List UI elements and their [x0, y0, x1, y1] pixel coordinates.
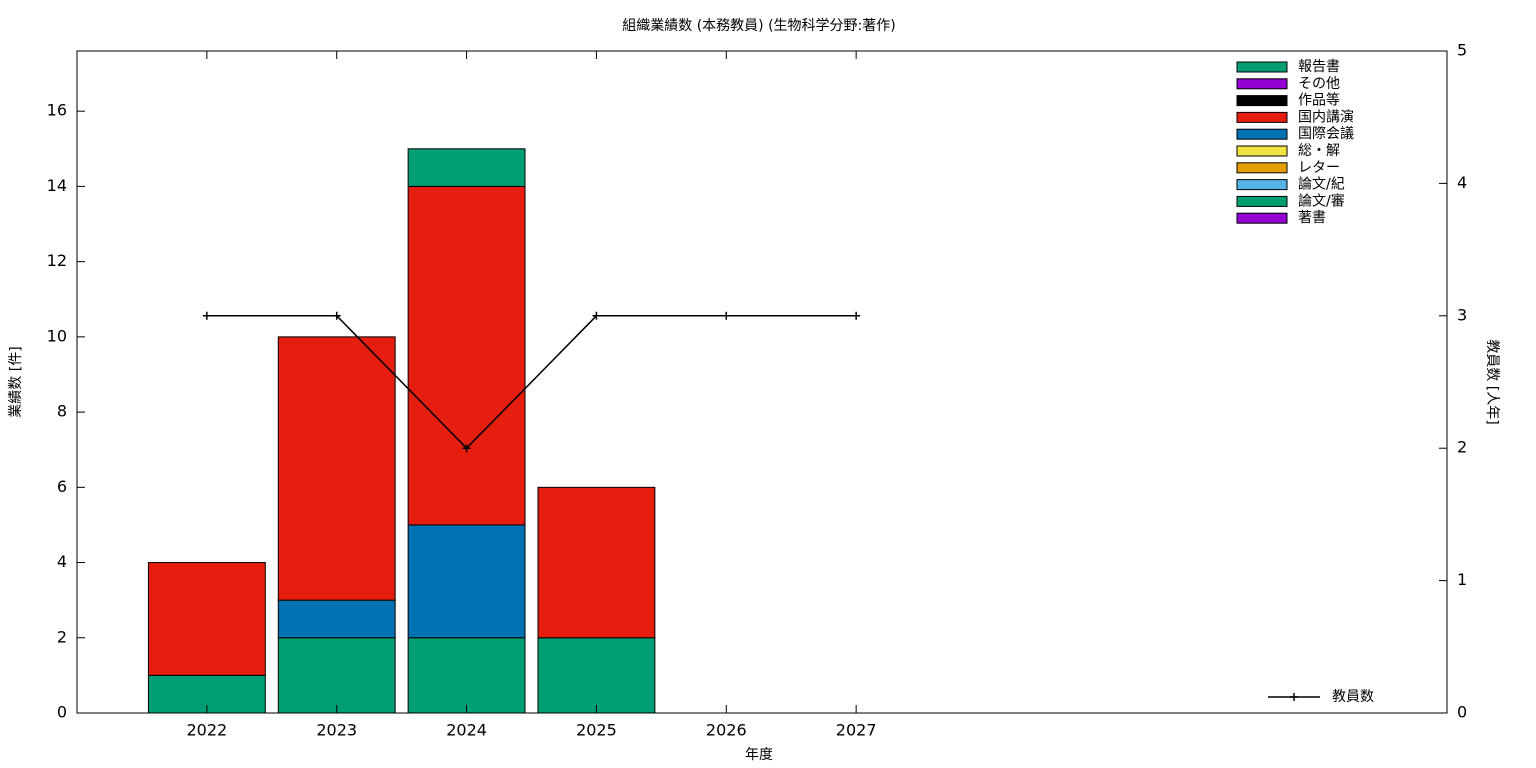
legend-label: 論文/審	[1298, 193, 1345, 209]
plot-frame	[76, 50, 1448, 714]
legend-swatch	[1236, 212, 1288, 224]
legend-label: その他	[1298, 76, 1340, 92]
legend-label: 教員数	[1332, 689, 1374, 705]
bar-segment	[407, 148, 526, 187]
y2-axis-label: 教員数 [人年]	[1484, 339, 1500, 424]
y2-tick-label: 1	[1457, 570, 1467, 589]
line-point	[332, 311, 341, 320]
legend-label: 国際会議	[1298, 125, 1354, 142]
bar-segment	[407, 637, 526, 714]
x-tick-label: 2022	[186, 721, 227, 740]
legend-swatch	[1236, 179, 1288, 191]
bar-segment	[277, 336, 396, 601]
line-point	[462, 444, 471, 453]
y2-tick-label: 2	[1457, 438, 1467, 457]
y-tick-label: 4	[57, 552, 67, 571]
legend-swatch	[1236, 111, 1288, 123]
x-tick-label: 2025	[576, 721, 617, 740]
legend-swatch	[1236, 128, 1288, 140]
legend-label: 総・解	[1298, 143, 1340, 159]
legend-label: 国内講演	[1298, 109, 1354, 125]
legend-label: レター	[1298, 160, 1340, 176]
legend-swatch	[1236, 162, 1288, 174]
bar-segment	[537, 637, 656, 714]
x-tick-label: 2024	[446, 721, 487, 740]
legend-label: 報告書	[1298, 59, 1340, 75]
bar-segment	[407, 185, 526, 526]
legend-swatch	[1236, 145, 1288, 157]
legend-swatch	[1236, 195, 1288, 207]
line-point	[202, 311, 211, 320]
chart-title: 組織業績数 (本務教員) (生物科学分野:著作)	[622, 18, 895, 34]
y-tick-label: 8	[57, 402, 67, 421]
bar-segment	[537, 486, 656, 639]
legend-label: 著書	[1298, 210, 1326, 226]
x-tick-label: 2027	[836, 721, 877, 740]
y-tick-label: 14	[47, 176, 67, 195]
x-tick-label: 2023	[316, 721, 357, 740]
y-axis-label: 業績数 [件]	[8, 346, 24, 417]
line	[206, 315, 857, 450]
line-point	[592, 311, 601, 320]
legend-swatch	[1236, 78, 1288, 90]
y-tick-label: 6	[57, 477, 67, 496]
y2-tick-label: 5	[1457, 41, 1467, 60]
bar-segment	[277, 637, 396, 714]
y-tick-label: 10	[47, 326, 67, 345]
legend-point	[1290, 693, 1298, 701]
line-point	[722, 311, 731, 320]
y2-tick-label: 4	[1457, 173, 1467, 192]
y2-tick-label: 0	[1457, 703, 1467, 722]
y-tick-label: 0	[57, 703, 67, 722]
y-tick-label: 2	[57, 627, 67, 646]
x-axis-label: 年度	[745, 747, 773, 763]
bar-segment	[407, 524, 526, 639]
bar-segment	[277, 599, 396, 639]
legend-swatch	[1236, 95, 1288, 107]
y-tick-label: 12	[47, 251, 67, 270]
y2-tick-label: 3	[1457, 305, 1467, 324]
line-point	[852, 311, 861, 320]
legend-swatch	[1236, 61, 1288, 73]
legend-label: 作品等	[1298, 92, 1340, 109]
x-tick-label: 2026	[706, 721, 747, 740]
legend-label: 論文/紀	[1298, 177, 1345, 193]
y-tick-label: 16	[47, 101, 67, 120]
bar-segment	[147, 562, 266, 676]
